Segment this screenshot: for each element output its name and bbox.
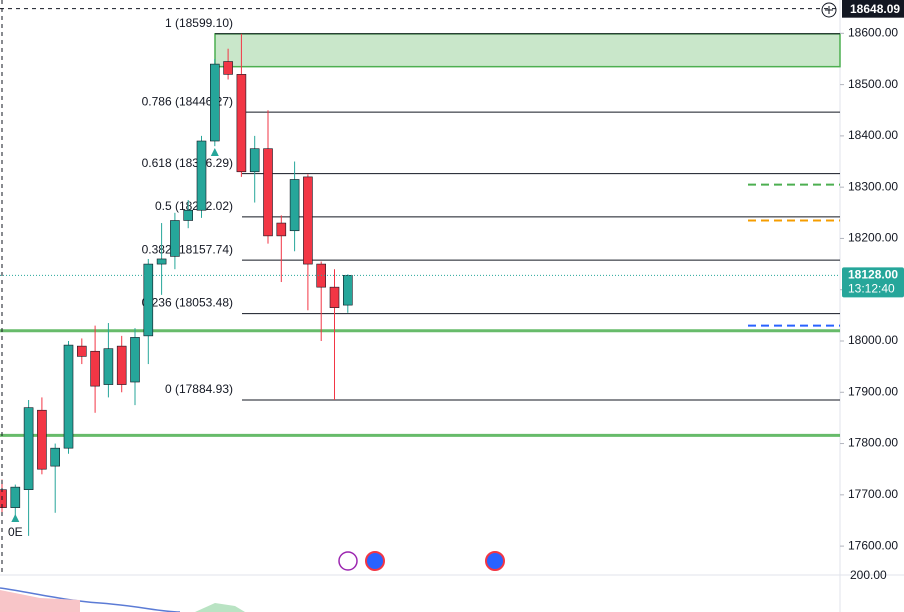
fib-label: 1 (18599.10) <box>165 16 233 30</box>
y-tick-label: 18300.00 <box>848 179 898 193</box>
candle-body <box>23 407 34 491</box>
candle-body <box>50 447 61 467</box>
event-icon[interactable] <box>485 551 505 571</box>
candle-body <box>210 63 220 142</box>
crosshair-label-box <box>842 0 904 18</box>
candle-body <box>329 286 340 308</box>
y-tick-label: 18000.00 <box>848 333 898 347</box>
indicator-line <box>0 587 181 612</box>
candle-body <box>263 148 273 237</box>
candle-body <box>303 176 313 265</box>
y-tick-label: 17600.00 <box>848 538 898 552</box>
indicator-area <box>0 590 80 612</box>
y-tick-label: 18400.00 <box>848 128 898 142</box>
y-tick-label: 17700.00 <box>848 487 898 501</box>
candle-body <box>236 74 247 173</box>
fib-label: 0.236 (18053.48) <box>142 296 233 310</box>
add-icon <box>825 6 833 14</box>
countdown-label: 13:12:40 <box>848 282 895 296</box>
candle-body <box>116 345 127 385</box>
last-price-label: 18128.00 <box>848 268 898 282</box>
supply-zone <box>214 33 841 68</box>
candle-body <box>103 348 114 385</box>
y-tick-label: 17800.00 <box>848 436 898 450</box>
candle-body <box>130 337 140 383</box>
y-tick-label: 18600.00 <box>848 26 898 40</box>
event-icon[interactable] <box>338 551 358 571</box>
candle-body <box>276 222 287 237</box>
fib-label: 0.618 (18326.29) <box>142 156 233 170</box>
marker <box>11 514 20 522</box>
indicator-axis-label: 200.00 <box>850 568 887 582</box>
candle-body <box>0 489 7 508</box>
candle-body <box>143 263 154 337</box>
candle-body <box>170 220 180 257</box>
candle-body <box>342 275 353 306</box>
last-price-box <box>842 267 904 298</box>
marker-label: 0E <box>8 525 23 539</box>
candle-body <box>289 179 300 232</box>
event-icon[interactable] <box>365 551 385 571</box>
candle-body <box>77 345 87 357</box>
crosshair-label: 18648.09 <box>850 2 900 16</box>
y-tick-label: 18200.00 <box>848 231 898 245</box>
marker <box>210 148 219 156</box>
y-tick-label: 17900.00 <box>848 384 898 398</box>
candle-body <box>183 209 193 221</box>
candle-body <box>90 350 100 387</box>
candle-body <box>196 140 207 211</box>
y-tick-label: 18500.00 <box>848 77 898 91</box>
candle-body <box>249 148 260 173</box>
candle-body <box>10 486 21 508</box>
indicator-area <box>195 603 245 612</box>
fib-label: 0 (17884.93) <box>165 382 233 396</box>
candle-body <box>223 61 233 75</box>
candle-body <box>63 344 74 449</box>
candle-body <box>37 409 47 470</box>
fib-label: 0.5 (18242.02) <box>155 199 233 213</box>
candle-body <box>156 258 167 265</box>
fib-label: 0.382 (18157.74) <box>142 242 233 256</box>
